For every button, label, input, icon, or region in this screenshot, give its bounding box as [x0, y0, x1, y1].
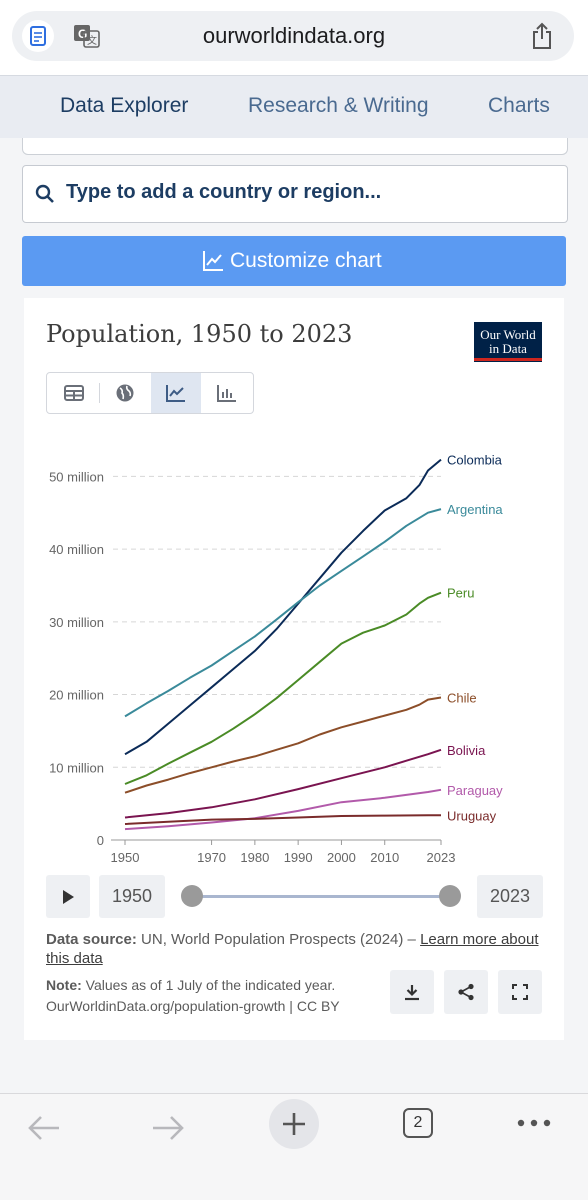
x-tick-label: 1990	[284, 850, 313, 865]
chart-note: Note: Values as of 1 July of the indicat…	[46, 975, 386, 1017]
share-icon[interactable]	[528, 20, 556, 52]
x-tick-label: 2010	[370, 850, 399, 865]
tab-divider	[99, 383, 100, 403]
share-nodes-icon	[458, 983, 474, 1001]
timeline-track[interactable]	[192, 895, 450, 898]
customize-chart-label: Customize chart	[230, 249, 382, 272]
new-tab-button[interactable]	[269, 1099, 319, 1149]
tab-count-button[interactable]: 2	[403, 1108, 433, 1138]
y-tick-label: 50 million	[49, 469, 104, 484]
series-line-colombia	[124, 458, 442, 756]
reader-icon[interactable]	[22, 20, 54, 52]
timeline-end[interactable]: 2023	[477, 875, 543, 918]
series-line-paraguay	[124, 788, 442, 831]
url-text[interactable]: ourworldindata.org	[202, 23, 386, 48]
series-label-uruguay: Uruguay	[447, 808, 497, 823]
timeline-start-handle[interactable]	[181, 885, 203, 907]
logo-line-2: in Data	[489, 341, 527, 356]
x-tick-label: 1980	[240, 850, 269, 865]
download-icon	[405, 985, 419, 1001]
series-line-peru	[124, 591, 442, 785]
data-source: Data source: UN, World Population Prospe…	[46, 930, 546, 968]
data-source-label: Data source:	[46, 931, 137, 948]
map-view-tab[interactable]	[100, 373, 150, 413]
y-tick-label: 40 million	[49, 542, 104, 557]
svg-text:G: G	[78, 27, 87, 41]
chart-title: Population, 1950 to 2023	[46, 320, 353, 348]
y-tick-label: 0	[97, 833, 104, 848]
entity-selector-edge[interactable]	[22, 138, 568, 155]
line-view-tab[interactable]	[151, 373, 201, 413]
site-nav: Data Explorer Research & Writing Charts	[0, 76, 588, 138]
view-tabs	[46, 372, 254, 414]
x-tick-label: 1970	[197, 850, 226, 865]
play-icon	[63, 889, 74, 904]
series-line-uruguay	[124, 814, 441, 825]
search-icon	[34, 183, 56, 205]
series-label-chile: Chile	[447, 690, 477, 705]
timeline-end-handle[interactable]	[439, 885, 461, 907]
country-search-box[interactable]	[22, 165, 568, 223]
note-text: Values as of 1 July of the indicated yea…	[81, 977, 336, 993]
series-label-bolivia: Bolivia	[447, 743, 486, 758]
more-icon[interactable]	[514, 1112, 554, 1134]
search-input[interactable]: Type to add a country or region...	[66, 181, 382, 203]
series-line-argentina	[124, 508, 442, 718]
tab-data-explorer[interactable]: Data Explorer	[60, 94, 189, 117]
x-tick-label: 2000	[327, 850, 356, 865]
address-bar[interactable]	[12, 11, 574, 61]
series-label-peru: Peru	[447, 586, 474, 601]
back-icon[interactable]	[24, 1108, 64, 1148]
forward-icon[interactable]	[148, 1108, 188, 1148]
series-label-argentina: Argentina	[447, 502, 503, 517]
download-button[interactable]	[390, 970, 434, 1014]
browser-bottom-bar: 2	[0, 1093, 588, 1200]
y-tick-label: 10 million	[49, 760, 104, 775]
x-tick-label: 2023	[427, 850, 456, 865]
logo-underline	[474, 358, 542, 361]
customize-chart-button[interactable]	[22, 236, 566, 286]
line-chart: 0 10 million 20 million 30 million 40 millio…	[49, 453, 503, 865]
series-label-colombia: Colombia	[447, 453, 503, 468]
note-label: Note:	[46, 977, 82, 993]
logo-line-1: Our World	[480, 327, 536, 342]
bar-view-tab[interactable]	[202, 373, 252, 413]
x-tick-label: 1950	[111, 850, 140, 865]
timeline-start[interactable]: 1950	[99, 875, 165, 918]
series-line-chile	[124, 696, 442, 794]
expand-icon	[512, 984, 528, 1000]
owid-logo[interactable]: Our World in Data	[474, 322, 542, 362]
y-tick-label: 20 million	[49, 688, 104, 703]
source-url[interactable]: OurWorldinData.org/population-growth | C…	[46, 998, 340, 1014]
series-label-paraguay: Paraguay	[447, 783, 503, 798]
plus-icon	[283, 1113, 305, 1135]
tab-research-writing[interactable]: Research & Writing	[248, 94, 429, 117]
tab-charts[interactable]: Charts	[488, 94, 550, 117]
fullscreen-button[interactable]	[498, 970, 542, 1014]
table-view-tab[interactable]	[49, 373, 99, 413]
svg-text:文: 文	[87, 34, 97, 47]
y-tick-label: 30 million	[49, 615, 104, 630]
learn-more-link[interactable]: Learn more about this data	[46, 931, 539, 967]
data-source-text: UN, World Population Prospects (2024) –	[136, 931, 421, 948]
chart-line-icon	[202, 250, 224, 272]
share-chart-button[interactable]	[444, 970, 488, 1014]
series-line-bolivia	[124, 748, 442, 819]
play-button[interactable]	[46, 875, 90, 918]
